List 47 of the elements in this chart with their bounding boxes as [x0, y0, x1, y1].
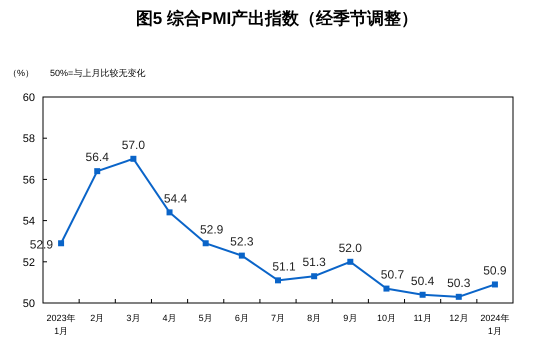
x-tick-label: 10月: [376, 313, 396, 323]
data-label: 50.9: [483, 263, 507, 278]
x-tick-label: 2月: [90, 313, 104, 323]
point: [166, 209, 173, 216]
point: [94, 168, 100, 174]
y-tick-label: 56: [22, 174, 35, 186]
data-label: 56.4: [86, 150, 110, 164]
point: [456, 294, 462, 300]
y-tick-label: 58: [22, 133, 35, 146]
point: [275, 277, 281, 284]
x-tick-label: 7月: [270, 313, 286, 323]
point: [238, 252, 245, 259]
chart-title: 图5 综合PMI产出指数（经季节调整）: [136, 9, 418, 28]
x-tick-label: 2024年 1月: [480, 313, 510, 336]
point: [130, 156, 136, 162]
data-label: 57.0: [122, 138, 146, 152]
data-label: 52.9: [200, 222, 224, 236]
x-tick-label: 12月: [449, 313, 468, 323]
x-tick-label: 5月: [198, 313, 213, 323]
data-label: 50.4: [410, 274, 435, 288]
data-label: 52.3: [230, 234, 254, 249]
data-label: 52.0: [338, 240, 362, 255]
point: [311, 273, 318, 280]
x-tick-label: 6月: [234, 313, 249, 323]
data-label: 50.7: [380, 268, 404, 282]
x-tick-label: 11月: [413, 313, 432, 323]
point: [202, 240, 209, 246]
y-tick-label: 52: [22, 256, 35, 269]
point: [492, 281, 498, 288]
point: [420, 292, 426, 298]
y-tick-label: 54: [22, 216, 35, 228]
point: [383, 286, 390, 292]
x-tick-label: 3月: [126, 313, 140, 323]
point: [58, 240, 64, 246]
data-label: 50.3: [447, 276, 471, 290]
x-tick-label: 2023年 1月: [46, 313, 76, 336]
y-tick-label: 50: [22, 298, 35, 310]
data-label: 51.3: [302, 255, 326, 270]
x-tick-label: 4月: [162, 313, 177, 323]
x-tick-label: 9月: [343, 313, 358, 323]
data-label: 51.1: [272, 259, 296, 274]
text: 50%=与上月比较无变化: [50, 68, 146, 78]
data-label: 54.4: [164, 191, 188, 206]
y-axis-title: （%）: [8, 68, 34, 78]
y-tick-label: 60: [22, 92, 35, 104]
point: [347, 258, 354, 265]
x-tick-label: 8月: [307, 313, 322, 323]
